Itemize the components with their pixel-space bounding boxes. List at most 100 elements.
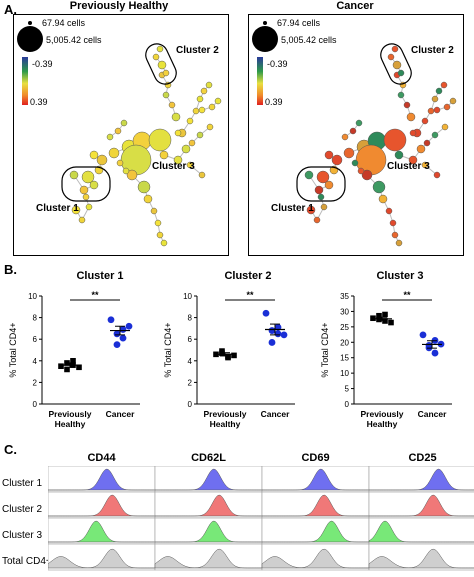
data-point-cancer (119, 334, 127, 342)
tree-node (206, 123, 214, 131)
panel-c-letter: C. (4, 442, 17, 457)
tree-panel-cancer: 67.94 cells 5,005.42 cells -0.39 0.39 Cluste… (248, 14, 464, 256)
tree-node (361, 169, 373, 181)
y-tick-label: 0 (345, 400, 350, 409)
marker-cd44: CD44 (87, 452, 116, 464)
tree-node (392, 60, 402, 70)
significance-label: ** (403, 290, 411, 300)
tree-node (196, 131, 204, 139)
histogram-curve (262, 520, 369, 543)
panel-b-letter: B. (4, 262, 17, 277)
y-axis-label: % Total CD4+ (8, 322, 18, 377)
dot-plot-cluster-3: 0 5 10 15 20 25 30 35 % Total CD4+ PreviouslyHeal… (320, 290, 452, 429)
tree-node (89, 180, 99, 190)
tree-node (397, 69, 405, 77)
tree-node (306, 205, 316, 215)
legend-large-label: 5,005.42 cells (281, 35, 337, 45)
chart-title-cluster-3: Cluster 3 (376, 270, 424, 282)
tree-node (378, 194, 388, 204)
row-label-total-cd4: Total CD4+ (2, 556, 52, 567)
histogram-curve (368, 520, 474, 543)
tree-node (397, 91, 405, 99)
cluster-3-label: Cluster 3 (387, 161, 430, 172)
histogram-curve (369, 468, 474, 491)
tree-node (316, 170, 330, 184)
tree-node (78, 216, 86, 224)
tree-node (122, 167, 130, 175)
data-point-cancer (262, 309, 270, 317)
marker-cd69: CD69 (301, 452, 330, 464)
y-tick-label: 5 (345, 385, 350, 394)
tree-node (408, 155, 418, 165)
tree-node (391, 231, 399, 239)
cluster-2-label: Cluster 2 (411, 45, 454, 56)
tree-node (106, 133, 114, 141)
x-category-label: Healthy (367, 419, 398, 429)
row-label-cluster-1: Cluster 1 (2, 478, 43, 489)
data-point-healthy (225, 354, 231, 361)
tree-node (116, 159, 124, 167)
x-category-label: Previously (361, 409, 404, 419)
tree-node (341, 133, 349, 141)
chart-title-cluster-2: Cluster 2 (224, 270, 272, 282)
tree-node (126, 169, 138, 181)
tree-node (355, 119, 363, 127)
tree-node (314, 185, 324, 195)
marker-cd62l: CD62L (191, 452, 226, 464)
tree-node (387, 53, 395, 61)
cluster-2-outline (380, 43, 412, 85)
y-tick-label: 6 (188, 335, 193, 344)
x-category-label: Cancer (418, 409, 448, 419)
histogram-cell (368, 466, 474, 493)
tree-node (351, 159, 359, 167)
histogram-curve (262, 468, 369, 491)
data-point-cancer (107, 316, 115, 324)
row-label-cluster-2: Cluster 2 (2, 504, 43, 515)
tree-node (156, 45, 164, 53)
tree-node (406, 112, 416, 122)
data-point-healthy (64, 366, 70, 373)
data-point-cancer (419, 331, 427, 339)
histogram-curve (369, 494, 474, 517)
tree-node (85, 203, 93, 211)
tree-node (331, 154, 343, 166)
y-tick-label: 2 (33, 378, 38, 387)
cluster-1-outline (296, 166, 346, 202)
tree-node (168, 101, 176, 109)
tree-node (395, 239, 403, 247)
tree-node (181, 144, 191, 154)
data-point-cancer (268, 339, 276, 346)
significance-label: ** (246, 290, 254, 300)
tree-node (174, 129, 182, 137)
histogram-curve (48, 494, 155, 517)
panel-a-letter: A. (4, 2, 17, 17)
tree-node (71, 205, 81, 215)
tree-node (96, 154, 108, 166)
tree-node (389, 219, 397, 227)
legend-small-node (28, 21, 32, 25)
tree-node (391, 45, 399, 53)
tree-node (423, 139, 431, 147)
tree-node (159, 150, 169, 160)
x-category-label: Previously (204, 409, 247, 419)
tree-node (403, 101, 411, 109)
tree-node (435, 87, 443, 95)
scale-bottom-label: 0.39 (265, 97, 283, 107)
tree-panel-healthy: 67.94 cells 5,005.42 cells -0.39 0.39 Cluste… (13, 14, 229, 256)
tree-node (320, 203, 328, 211)
legend-big-node (252, 26, 278, 52)
data-point-healthy (382, 311, 388, 318)
tree-node (416, 144, 426, 154)
x-category-label: Cancer (106, 409, 136, 419)
tree-node (208, 103, 216, 111)
data-point-cancer (280, 331, 288, 339)
y-axis-label: % Total CD4+ (163, 322, 173, 377)
tree-node (198, 171, 206, 179)
tree-node (160, 239, 168, 247)
y-tick-label: 4 (188, 357, 193, 366)
histogram-curve (48, 520, 155, 543)
histogram-curve (368, 548, 474, 569)
data-point-healthy (376, 312, 382, 319)
tree-node (152, 53, 160, 61)
